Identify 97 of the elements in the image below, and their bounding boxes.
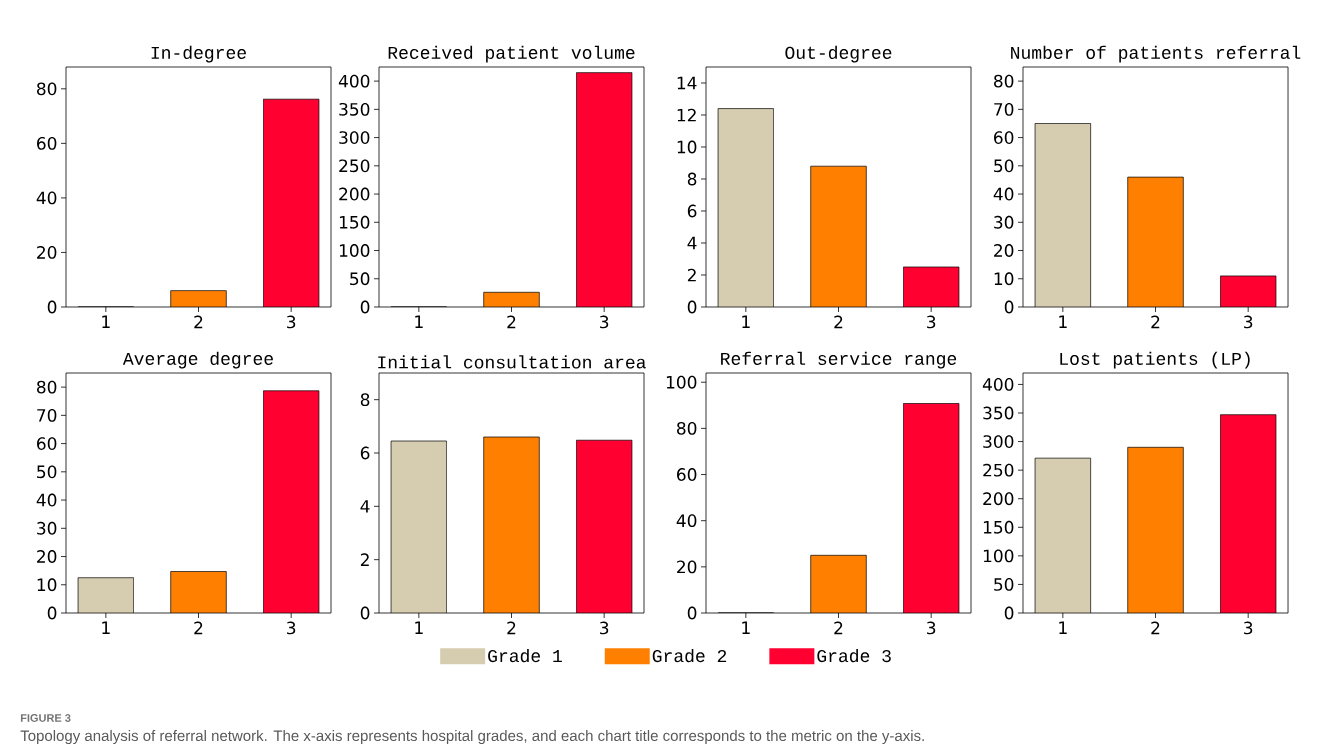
y-tick-label: 350 — [983, 406, 1014, 420]
y-tick-label: 6 — [687, 204, 697, 218]
y-tick-label: 50 — [350, 272, 370, 286]
chart-title: Average degree — [122, 351, 273, 369]
chart-title: Received patient volume — [388, 45, 635, 63]
y-tick-label: 30 — [994, 215, 1014, 229]
x-tick-label: 3 — [927, 621, 936, 635]
x-tick-label: 2 — [1151, 315, 1160, 329]
y-tick-label: 4 — [360, 500, 370, 513]
x-tick-label: 2 — [834, 315, 843, 329]
legend-label: Grade 1 — [488, 648, 562, 663]
y-tick-label: 200 — [339, 187, 370, 201]
y-tick-label: 12 — [677, 108, 696, 122]
x-tick-label: 2 — [1151, 621, 1160, 635]
x-tick-label: 1 — [742, 315, 750, 328]
y-tick-label: 10 — [994, 272, 1014, 286]
x-tick-label: 1 — [102, 315, 110, 328]
y-tick-label: 40 — [36, 493, 57, 507]
y-tick-label: 40 — [676, 514, 697, 528]
y-tick-label: 60 — [994, 131, 1014, 145]
y-tick-label: 0 — [1004, 606, 1014, 620]
x-tick-label: 3 — [927, 315, 936, 329]
x-tick-label: 1 — [1059, 621, 1067, 634]
y-tick-label: 100 — [983, 549, 1014, 563]
x-tick-label: 1 — [415, 621, 423, 634]
x-tick-label: 2 — [194, 621, 203, 635]
x-tick-label: 3 — [600, 315, 609, 329]
y-tick-label: 40 — [36, 191, 57, 205]
y-tick-label: 0 — [360, 606, 370, 620]
x-tick-label: 1 — [102, 621, 110, 634]
y-tick-label: 8 — [687, 172, 697, 186]
x-tick-label: 2 — [507, 621, 516, 635]
y-tick-label: 0 — [47, 606, 57, 620]
x-tick-label: 2 — [507, 315, 516, 329]
x-tick-label: 1 — [742, 621, 750, 634]
y-tick-label: 250 — [339, 159, 370, 173]
y-tick-label: 6 — [360, 446, 370, 460]
x-tick-label: 3 — [287, 315, 296, 329]
y-tick-label: 4 — [687, 236, 697, 250]
y-tick-label: 70 — [37, 408, 57, 422]
y-tick-label: 20 — [677, 560, 697, 574]
chart-title: Referral service range — [721, 351, 957, 369]
y-tick-label: 400 — [338, 74, 370, 88]
chart-title: Lost patients (LP) — [1060, 351, 1250, 369]
y-tick-label: 10 — [37, 578, 57, 592]
y-tick-label: 80 — [994, 74, 1014, 88]
y-tick-label: 350 — [339, 102, 370, 116]
y-tick-label: 2 — [687, 268, 696, 282]
y-tick-label: 10 — [677, 140, 697, 154]
legend-label: Grade 2 — [652, 648, 727, 663]
x-tick-label: 3 — [1244, 315, 1253, 329]
y-tick-label: 0 — [47, 300, 57, 314]
y-tick-label: 60 — [37, 437, 57, 451]
x-tick-label: 1 — [415, 315, 423, 328]
y-tick-label: 50 — [994, 577, 1014, 591]
y-tick-label: 400 — [982, 377, 1014, 391]
y-tick-label: 20 — [37, 550, 57, 563]
y-tick-label: 0 — [1004, 300, 1014, 314]
x-tick-label: 1 — [1059, 315, 1067, 328]
y-tick-label: 40 — [993, 187, 1014, 201]
x-tick-label: 3 — [600, 621, 609, 635]
y-tick-label: 30 — [37, 521, 57, 535]
y-tick-label: 14 — [677, 76, 697, 90]
y-tick-label: 0 — [687, 300, 697, 314]
text: Topology analysis of referral network. The x-axis represents hospital grades, and each chart title corresponds to the metric on the y-axis. — [20, 730, 924, 744]
y-tick-label: 100 — [666, 375, 697, 389]
x-tick-label: 2 — [194, 315, 203, 329]
y-tick-label: 250 — [983, 463, 1014, 477]
x-tick-label: 3 — [287, 621, 296, 635]
y-tick-label: 60 — [677, 468, 697, 481]
y-tick-label: 70 — [994, 102, 1014, 116]
caption: FIGURE 3 — [20, 714, 71, 722]
y-tick-label: 80 — [37, 82, 57, 96]
y-tick-label: 80 — [37, 380, 57, 394]
x-tick-label: 3 — [1244, 621, 1253, 635]
y-tick-label: 150 — [983, 520, 1014, 534]
y-tick-label: 300 — [983, 435, 1014, 448]
y-tick-label: 100 — [339, 244, 370, 257]
y-tick-label: 8 — [360, 393, 370, 407]
y-tick-label: 50 — [994, 159, 1014, 173]
y-tick-label: 20 — [994, 244, 1014, 257]
chart-title: In-degree — [151, 45, 246, 63]
y-tick-label: 2 — [360, 553, 369, 566]
y-tick-label: 60 — [37, 136, 57, 150]
legend-label: Grade 3 — [817, 648, 891, 663]
x-tick-label: 2 — [834, 621, 843, 635]
chart-title: Out-degree — [785, 45, 892, 63]
chart-title: Number of patients referral — [1011, 45, 1301, 63]
y-tick-label: 0 — [360, 300, 370, 314]
y-tick-label: 200 — [983, 492, 1014, 506]
y-tick-label: 80 — [677, 421, 697, 435]
y-tick-label: 50 — [37, 465, 57, 479]
chart-title: Initial consultation area — [378, 355, 646, 369]
y-tick-label: 0 — [687, 606, 697, 620]
y-tick-label: 300 — [339, 131, 370, 144]
y-tick-label: 20 — [37, 246, 57, 259]
y-tick-label: 150 — [339, 215, 370, 229]
